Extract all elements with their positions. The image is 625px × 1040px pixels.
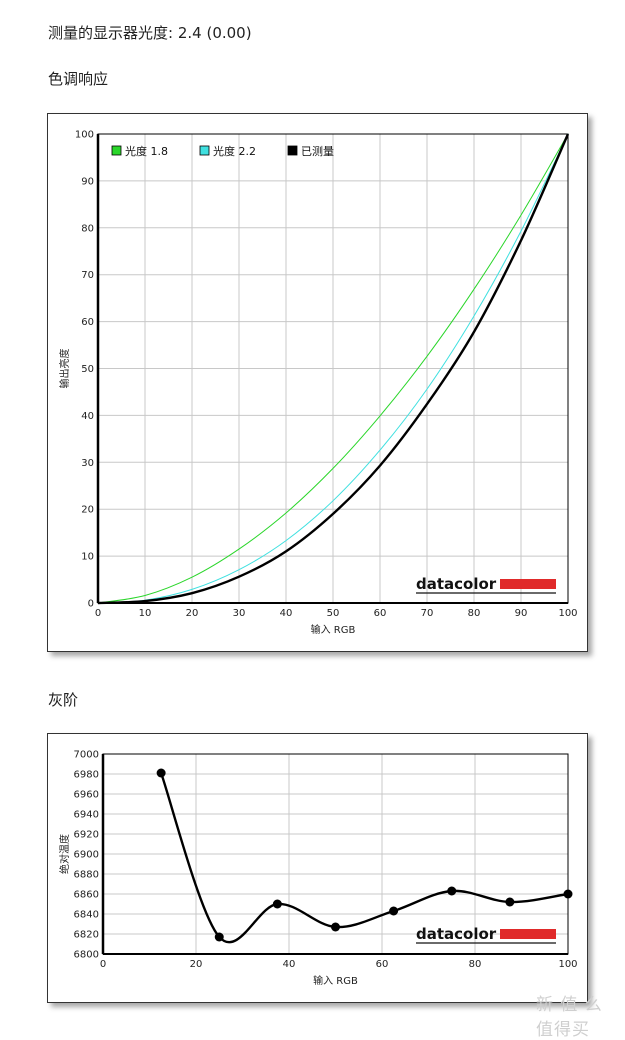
tone-x-tick-label: 30 bbox=[233, 608, 246, 619]
gray-x-tick-label: 100 bbox=[558, 959, 577, 970]
gray-y-tick-label: 6900 bbox=[74, 850, 99, 861]
gray-y-tick-label: 6880 bbox=[74, 870, 99, 881]
gray-y-tick-label: 6980 bbox=[74, 770, 99, 781]
tone-y-tick-label: 50 bbox=[81, 364, 94, 375]
gray-y-tick-label: 6820 bbox=[74, 930, 99, 941]
tone-y-tick-label: 10 bbox=[81, 552, 94, 563]
tone-y-tick-label: 90 bbox=[81, 176, 94, 187]
tone-x-tick-label: 60 bbox=[374, 608, 387, 619]
gamma-measurement: 测量的显示器光度: 2.4 (0.00) bbox=[48, 22, 252, 43]
tone-series-line-2 bbox=[97, 133, 570, 605]
tone-y-tick-label: 80 bbox=[81, 223, 94, 234]
tone-y-tick-label: 40 bbox=[81, 411, 94, 422]
gray-y-tick-label: 6960 bbox=[74, 790, 99, 801]
tone-x-tick-label: 20 bbox=[186, 608, 199, 619]
tone-y-axis-label: 输出亮度 bbox=[58, 349, 71, 389]
gray-x-axis-label: 输入 RGB bbox=[313, 974, 358, 987]
watermark: 新 值 么 值得买 bbox=[536, 995, 603, 1040]
tone-y-tick-label: 20 bbox=[81, 505, 94, 516]
grayscale-chart-panel: 0 20 40 60 80 100 6800 6820 6840 6860 6880 6900 6920… bbox=[47, 733, 588, 1003]
gray-data-point bbox=[272, 899, 282, 909]
tone-y-tick-label: 30 bbox=[81, 458, 94, 469]
tone-legend-label-0: 光度 1.8 bbox=[125, 144, 168, 158]
tone-legend-swatch-2 bbox=[287, 145, 298, 156]
gray-x-tick-label: 80 bbox=[469, 959, 482, 970]
gray-data-point bbox=[389, 906, 399, 916]
gray-series-line-0 bbox=[159, 772, 569, 944]
gray-data-point bbox=[156, 768, 166, 778]
tone-x-tick-label: 80 bbox=[468, 608, 481, 619]
tone-x-tick-label: 50 bbox=[327, 608, 340, 619]
gray-y-tick-label: 6800 bbox=[74, 950, 99, 961]
gray-y-tick-label: 7000 bbox=[74, 750, 99, 761]
tone-legend-swatch-1 bbox=[199, 145, 210, 156]
tone-legend-swatch-0 bbox=[111, 145, 122, 156]
tone-series-line-1 bbox=[97, 133, 569, 604]
section-title-tone-response: 色调响应 bbox=[48, 70, 109, 88]
gray-data-point bbox=[331, 922, 340, 932]
section-title-grayscale: 灰阶 bbox=[48, 691, 79, 709]
gamma-label: 测量的显示器光度: bbox=[48, 24, 174, 42]
gray-y-tick-label: 6940 bbox=[74, 810, 99, 821]
tone-series-line-0 bbox=[97, 133, 569, 604]
gray-x-tick-label: 20 bbox=[190, 959, 203, 970]
gray-x-tick-label: 40 bbox=[283, 959, 296, 970]
gray-y-tick-label: 6860 bbox=[74, 890, 99, 901]
tone-x-axis-label: 输入 RGB bbox=[311, 623, 356, 636]
gray-data-point bbox=[214, 932, 224, 942]
tone-x-tick-label: 10 bbox=[139, 608, 152, 619]
tone-x-tick-label: 100 bbox=[558, 608, 577, 619]
tone-y-tick-label: 100 bbox=[75, 130, 94, 141]
tone-x-tick-label: 0 bbox=[95, 608, 101, 619]
tone-legend-label-1: 光度 2.2 bbox=[213, 144, 256, 158]
gray-y-tick-label: 6840 bbox=[74, 910, 99, 921]
tone-y-tick-label: 60 bbox=[81, 317, 94, 328]
tone-y-tick-label: 70 bbox=[81, 270, 94, 281]
gray-data-point bbox=[447, 886, 457, 896]
tone-response-chart: 0 10 20 30 40 50 60 70 80 90 100 0 10 20 30 40 50 60 70 80 9… bbox=[58, 130, 578, 637]
tone-response-chart-panel: 0 10 20 30 40 50 60 70 80 90 100 0 10 20 30 40 50 60 70 80 9… bbox=[47, 113, 588, 652]
tone-x-tick-label: 70 bbox=[421, 608, 434, 619]
tone-y-tick-label: 0 bbox=[88, 599, 94, 610]
gray-x-tick-label: 60 bbox=[376, 959, 389, 970]
gray-y-tick-label: 6920 bbox=[74, 830, 99, 841]
gray-data-point bbox=[563, 889, 573, 899]
gray-y-axis-label: 绝对温度 bbox=[58, 834, 71, 874]
tone-x-tick-label: 90 bbox=[515, 608, 528, 619]
tone-x-tick-label: 40 bbox=[280, 608, 293, 619]
gray-x-tick-label: 0 bbox=[100, 959, 106, 970]
tone-logo-bar bbox=[500, 579, 556, 589]
tone-datacolor-logo: datacolor bbox=[416, 575, 497, 593]
grayscale-temperature-chart: 0 20 40 60 80 100 6800 6820 6840 6860 6880 6900 6920… bbox=[58, 750, 578, 988]
gray-data-point bbox=[505, 897, 515, 907]
tone-legend-label-2: 已测量 bbox=[301, 145, 334, 158]
gray-datacolor-logo: datacolor bbox=[416, 925, 497, 943]
gray-logo-bar bbox=[500, 929, 556, 939]
gamma-value: 2.4 (0.00) bbox=[177, 24, 252, 42]
